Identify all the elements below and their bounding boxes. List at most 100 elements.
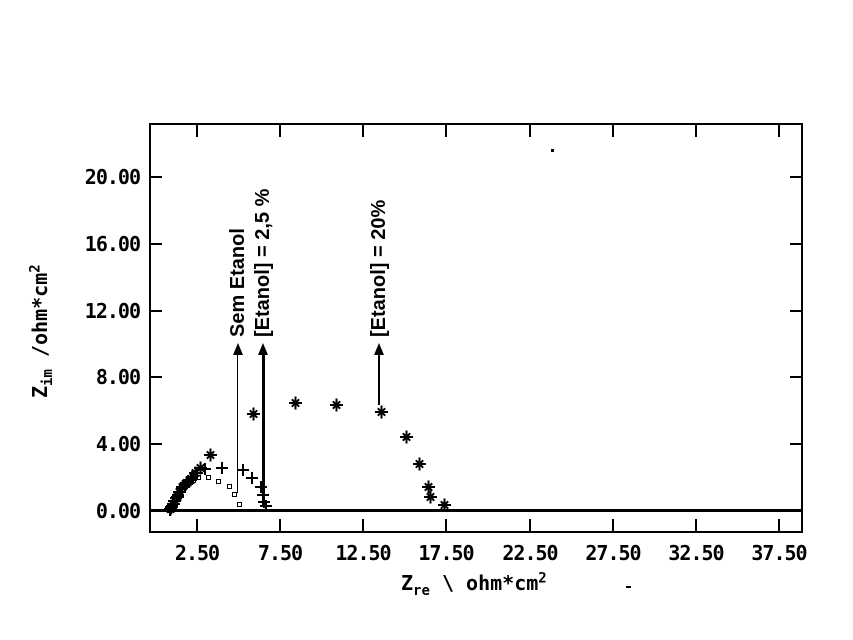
- data-point-asterisk: [173, 485, 187, 499]
- x-axis-tick-top: [612, 125, 614, 137]
- y-axis-tick-label: 20.00: [84, 165, 141, 189]
- annotation-label: Sem Etanol: [226, 228, 249, 338]
- data-point-plus: [245, 471, 258, 484]
- x-axis-tick-label: 32.50: [668, 541, 724, 565]
- annotation-arrowhead: [258, 343, 269, 356]
- y-axis-tick-label: 8.00: [95, 365, 141, 389]
- data-point-asterisk: [166, 497, 180, 511]
- y-axis-tick-left: [151, 376, 162, 378]
- data-point-plus: [215, 461, 228, 474]
- plus-vertical-bar: [260, 480, 263, 493]
- y-axis-tick-left: [151, 310, 162, 312]
- asterisk-center: [208, 453, 213, 457]
- data-point-asterisk: [176, 480, 190, 494]
- data-point-asterisk: [422, 480, 436, 494]
- x-axis-tick-top: [695, 125, 697, 137]
- annotation-label: [Etanol] = 20%: [367, 199, 390, 338]
- x-axis-tick-label: 17.50: [418, 541, 474, 565]
- y-axis-label-sup: 2: [27, 264, 44, 273]
- y-axis-tick-right: [790, 376, 801, 378]
- x-axis-label-sup: 2: [538, 570, 547, 587]
- x-axis-label-base: Z: [401, 571, 414, 595]
- plus-vertical-bar: [220, 461, 223, 474]
- x-axis-label-sub: re: [413, 583, 430, 599]
- asterisk-center: [426, 484, 431, 489]
- y-axis-tick-right: [790, 443, 801, 445]
- x-axis-tick-label: 27.50: [585, 541, 641, 565]
- data-point-asterisk: [170, 490, 184, 504]
- print-artifact-dot: [551, 149, 554, 152]
- asterisk-center: [379, 409, 384, 414]
- y-axis-tick-left: [151, 176, 162, 178]
- y-axis-tick-left: [151, 243, 162, 245]
- y-axis-tick-right: [790, 176, 801, 178]
- data-point-square: [237, 502, 243, 508]
- x-axis-tick-bottom: [445, 519, 447, 531]
- x-axis-tick-bottom: [529, 519, 531, 531]
- plus-vertical-bar: [250, 471, 253, 484]
- data-point-square: [232, 492, 238, 498]
- x-axis-label: Zre \ ohm*cm2: [401, 570, 547, 598]
- y-axis-label: Zim /ohm*cm2: [27, 264, 56, 398]
- x-axis-label-rest: \ ohm*cm: [429, 571, 539, 595]
- y-axis-tick-left: [151, 443, 162, 445]
- x-axis-tick-bottom: [362, 519, 364, 531]
- x-axis-tick-top: [445, 125, 447, 137]
- x-axis-tick-top: [778, 125, 780, 137]
- y-axis-tick-label: 4.00: [95, 432, 141, 456]
- x-axis-tick-label: 2.50: [174, 541, 220, 565]
- y-axis-tick-label: 12.00: [84, 299, 141, 323]
- plus-vertical-bar: [204, 463, 207, 476]
- y-axis-tick-right: [790, 310, 801, 312]
- asterisk-center: [404, 435, 409, 440]
- data-point-asterisk: [375, 405, 389, 419]
- plus-vertical-bar: [265, 499, 268, 512]
- x-axis-tick-bottom: [612, 519, 614, 531]
- x-axis-tick-label: 22.50: [502, 541, 558, 565]
- y-axis-label-rest: /ohm*cm: [28, 272, 52, 370]
- annotation-label: [Etanol] = 2,5 %: [252, 188, 275, 338]
- asterisk-center: [198, 465, 203, 470]
- x-axis-tick-label: 7.50: [257, 541, 303, 565]
- x-axis-tick-top: [196, 125, 198, 137]
- asterisk-center: [293, 401, 298, 406]
- data-point-plus: [260, 499, 273, 512]
- x-axis-tick-bottom: [196, 519, 198, 531]
- print-artifact-dash: [626, 586, 631, 588]
- x-axis-tick-top: [529, 125, 531, 137]
- asterisk-center: [180, 485, 185, 490]
- data-point-asterisk: [247, 407, 261, 421]
- data-point-square: [227, 484, 233, 490]
- data-point-asterisk: [188, 466, 202, 480]
- asterisk-center: [442, 503, 447, 508]
- data-point-plus: [255, 480, 268, 493]
- data-point-asterisk: [288, 396, 302, 410]
- x-axis-tick-bottom: [695, 519, 697, 531]
- data-point-asterisk: [183, 473, 197, 487]
- data-point-asterisk: [330, 398, 344, 412]
- data-point-asterisk: [413, 457, 427, 471]
- plus-vertical-bar: [241, 464, 244, 477]
- zero-baseline: [149, 509, 803, 512]
- asterisk-center: [171, 501, 176, 506]
- x-axis-tick-label: 12.50: [335, 541, 391, 565]
- annotation-arrow-shaft: [377, 353, 380, 405]
- asterisk-center: [334, 402, 339, 407]
- annotation-arrowhead: [232, 343, 243, 356]
- x-axis-tick-label: 37.50: [751, 541, 807, 565]
- asterisk-center: [175, 494, 180, 499]
- x-axis-tick-bottom: [279, 519, 281, 531]
- asterisk-center: [193, 470, 198, 475]
- plot-area: [149, 123, 803, 533]
- data-point-square: [215, 479, 221, 485]
- asterisk-center: [188, 478, 193, 483]
- y-axis-tick-label: 16.00: [84, 232, 141, 256]
- data-point-asterisk: [193, 461, 207, 475]
- data-point-asterisk: [424, 490, 438, 504]
- y-axis-tick-label: 0.00: [95, 499, 141, 523]
- data-point-asterisk: [400, 430, 414, 444]
- data-point-plus: [236, 464, 249, 477]
- annotation-arrow-shaft: [261, 353, 265, 505]
- x-axis-tick-bottom: [778, 519, 780, 531]
